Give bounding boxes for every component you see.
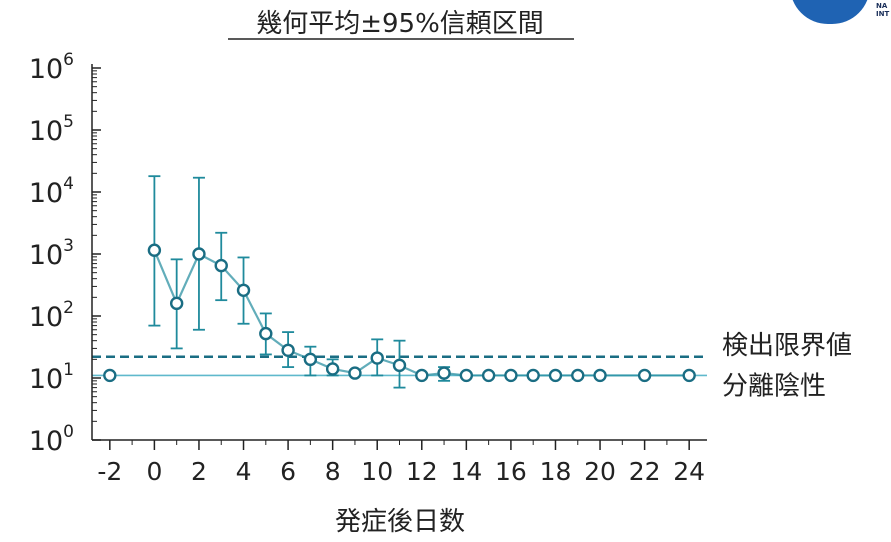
data-point (370, 351, 384, 365)
y-tick-label-base: 10 (29, 302, 63, 333)
data-point (571, 368, 585, 383)
data-point (103, 368, 117, 383)
data-point (281, 343, 295, 357)
data-point (169, 296, 184, 311)
y-tick-label-exp: 1 (63, 360, 74, 380)
data-point (192, 247, 206, 261)
x-tick-label: 24 (673, 457, 705, 486)
chart-title: 幾何平均±95%信頼区間 (256, 9, 544, 39)
x-tick-label: 12 (406, 457, 438, 486)
data-point (682, 368, 696, 383)
y-tick-label-exp: 2 (63, 298, 74, 318)
data-point (303, 352, 318, 367)
x-tick-label: 20 (584, 457, 616, 486)
data-point (526, 368, 540, 383)
y-tick-label: 101 (29, 360, 74, 395)
y-tick-label: 100 (29, 422, 74, 457)
x-tick-label: 10 (361, 457, 393, 486)
y-tick-label-exp: 0 (63, 422, 74, 442)
y-tick-label: 106 (29, 50, 74, 85)
y-tick-label-base: 10 (29, 54, 63, 85)
y-tick-label-base: 10 (29, 240, 63, 271)
y-tick-label-base: 10 (29, 426, 63, 457)
data-point (415, 368, 429, 383)
logo-text: NA INT (876, 2, 889, 18)
x-tick-label: 22 (629, 457, 661, 486)
y-tick-label: 105 (29, 112, 74, 147)
y-tick-label-exp: 4 (63, 174, 74, 194)
data-point (236, 283, 251, 297)
data-point (548, 368, 563, 383)
y-tick-label-exp: 5 (63, 112, 74, 132)
data-point (593, 368, 607, 383)
reference-line-label: 分離陰性 (722, 371, 826, 401)
data-point (348, 366, 362, 380)
x-axis-label: 発症後日数 (335, 507, 465, 537)
x-tick-label: 8 (325, 457, 341, 486)
y-tick-label-base: 10 (29, 364, 63, 395)
x-tick-label: 14 (450, 457, 482, 486)
x-tick-label: -2 (97, 457, 122, 486)
data-point (147, 243, 162, 257)
data-point (214, 258, 228, 273)
x-tick-label: 6 (280, 457, 296, 486)
x-tick-label: 0 (146, 457, 162, 486)
y-tick-label-base: 10 (29, 178, 63, 209)
data-point (481, 368, 496, 383)
y-tick-label: 102 (29, 298, 74, 333)
data-series (103, 175, 696, 389)
data-point (325, 362, 340, 376)
data-point (504, 368, 518, 383)
data-point (259, 326, 273, 341)
reference-line-label: 検出限界値 (722, 331, 852, 361)
y-tick-label-base: 10 (29, 116, 63, 147)
y-tick-label-exp: 3 (63, 236, 74, 256)
data-point (437, 366, 451, 380)
y-tick-label: 103 (29, 236, 74, 271)
x-tick-label: 2 (191, 457, 207, 486)
y-tick-label: 104 (29, 174, 74, 209)
x-tick-label: 4 (236, 457, 252, 486)
data-point (459, 368, 474, 383)
x-tick-label: 18 (540, 457, 572, 486)
data-point (637, 368, 652, 383)
y-tick-label-exp: 6 (63, 50, 74, 70)
logo-text-line1: NA (876, 2, 888, 10)
x-tick-label: 16 (495, 457, 527, 486)
data-point (392, 358, 407, 373)
logo-text-line2: INT (876, 10, 890, 18)
